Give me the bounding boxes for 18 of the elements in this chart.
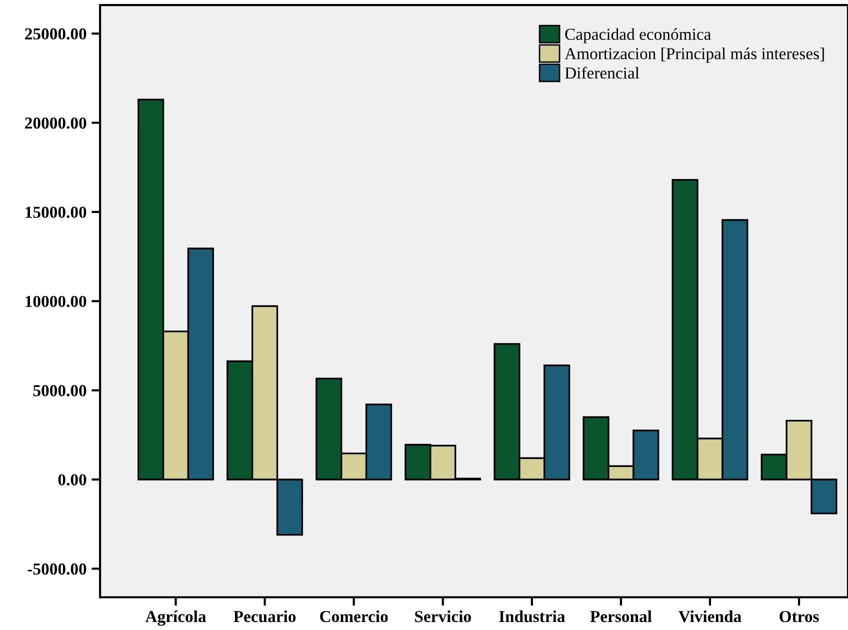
x-tick-label: Vivienda: [678, 610, 742, 622]
y-tick-label: 15000.00: [26, 206, 86, 218]
x-tick-label: Servicio: [415, 610, 471, 622]
legend-label: Diferencial: [565, 66, 640, 79]
x-tick-label: Personal: [590, 610, 652, 622]
y-tick-label: 0.00: [58, 474, 86, 486]
y-tick-label: 5000.00: [33, 385, 86, 396]
y-tick-label: 25000.00: [25, 28, 86, 40]
x-tick-label: Agrícola: [145, 610, 206, 626]
y-tick-label: 10000.00: [26, 296, 86, 308]
legend-label: Capacidad económica: [565, 28, 712, 44]
x-tick-label: Industria: [499, 610, 565, 622]
x-tick-label: Pecuario: [234, 610, 296, 622]
y-tick-label: -5000.00: [28, 563, 86, 575]
y-tick-label: 20000.00: [25, 117, 86, 129]
x-tick-label: Comercio: [320, 610, 388, 622]
x-tick-label: Otros: [780, 610, 819, 622]
legend-label: Amortizacion [Principal más intereses]: [564, 48, 824, 63]
